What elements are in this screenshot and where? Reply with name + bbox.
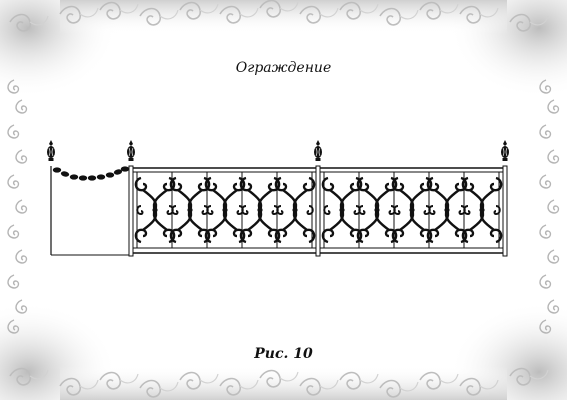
- chain-section: [46, 139, 131, 256]
- scroll-motif: [134, 176, 176, 244]
- finial-2: [126, 139, 136, 162]
- finial-4: [500, 139, 510, 162]
- scroll-motif: [169, 176, 211, 244]
- figure-caption: Рис. 10: [254, 346, 313, 362]
- scroll-motif: [239, 176, 281, 244]
- post-2: [126, 139, 136, 257]
- chain: [52, 166, 130, 181]
- scroll-motif: [391, 176, 433, 244]
- scroll-motif: [204, 176, 246, 244]
- scroll-motif: [461, 176, 503, 244]
- grille-panel-2: [320, 167, 503, 254]
- finial-1: [46, 139, 56, 162]
- post-4: [500, 139, 510, 257]
- scroll-motif: [321, 176, 363, 244]
- finial-3: [313, 139, 323, 162]
- grille-panel-1: [133, 167, 316, 254]
- scroll-motif: [274, 176, 316, 244]
- scroll-motif: [356, 176, 398, 244]
- bottom-ornament-band: [60, 366, 507, 400]
- top-ornament-band: [60, 0, 507, 34]
- scroll-motif: [426, 176, 468, 244]
- page-title: Ограждение: [235, 60, 332, 76]
- post-3: [313, 139, 323, 257]
